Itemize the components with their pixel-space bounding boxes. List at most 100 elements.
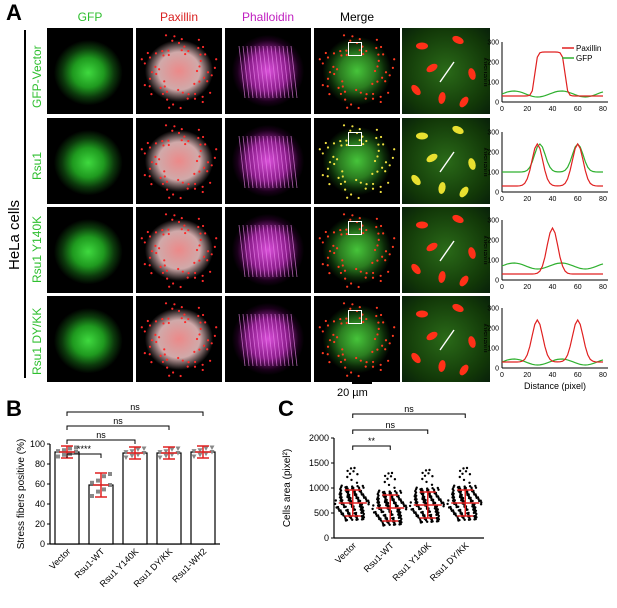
c-point [398,498,401,501]
c-point [413,498,417,501]
b-point [96,489,100,494]
c-point [435,495,438,498]
c-point [350,478,353,482]
c-point [415,513,418,516]
c-point [339,499,342,502]
c-point [417,516,420,519]
c-point [380,509,383,512]
b-point [141,451,147,456]
c-point [472,511,476,515]
c-point [470,486,473,489]
c-point [394,503,397,506]
c-point [460,497,463,500]
c-point [362,486,365,489]
c-point [451,499,455,502]
c-point [394,505,398,508]
b-point [209,445,215,450]
c-point [427,472,430,475]
profile-ytick: 200 [487,60,499,67]
panel-b-letter: B [6,396,22,421]
c-point [435,517,438,520]
col-head-merge: Merge [339,10,374,24]
c-point [379,519,383,522]
c-point [356,485,359,488]
b-point [129,453,135,459]
b-sig-bracket [66,439,136,444]
c-point [410,508,413,511]
b-ytick-label: 0 [40,539,45,549]
c-point [375,514,378,517]
c-category-label: Rsu1 DY/KK [428,540,471,583]
micrograph-0-2 [47,207,133,293]
b-sig-label: **** [77,444,92,454]
b-point [175,451,181,456]
c-point [421,512,425,515]
c-point [344,486,347,489]
paxillin-profile-line [502,318,603,363]
micrograph-0-0 [47,28,133,114]
micrograph-3-3 [314,296,400,382]
c-point [473,518,476,521]
micrograph-1-3 [136,296,222,382]
c-point [422,501,425,504]
profile-xtick: 80 [599,284,607,291]
c-point [364,498,368,501]
b-point [157,450,163,455]
c-ytick-label: 2000 [309,433,329,443]
b-bar [122,452,148,545]
gfp-profile-line [501,90,604,98]
c-point [458,469,462,473]
c-point [353,493,357,497]
c-point [435,513,438,517]
c-point [462,467,465,470]
c-point [380,510,383,514]
c-point [367,503,370,506]
gfp-profile-line [501,262,604,270]
profile-ytick: 0 [495,100,499,107]
b-point [56,454,60,459]
c-point [414,501,417,504]
c-point [396,508,399,511]
c-point [360,491,363,494]
c-point [432,488,436,491]
c-point [447,499,450,502]
c-point [467,518,471,521]
c-point [454,514,458,517]
c-point [383,500,387,504]
profile-ytick: 100 [487,346,499,353]
c-point [384,499,387,502]
c-point [421,477,424,481]
c-point [348,472,352,475]
c-point [384,515,387,518]
c-point [466,512,469,515]
c-point [361,484,364,488]
b-ytick-label: 20 [35,519,45,529]
c-point [396,510,399,513]
c-point [430,520,433,523]
b-point [74,445,78,450]
c-point [386,477,389,480]
b-point [129,449,135,454]
b-point [197,448,203,453]
c-point [338,493,341,496]
b-point [197,452,203,458]
c-point [395,491,398,494]
c-point [480,501,483,504]
c-point [472,508,475,511]
c-point [408,504,412,508]
b-sig-bracket [66,411,204,416]
micrograph-3-2 [314,207,400,293]
profile-ylabel: Intensity [484,147,489,177]
b-point [163,453,169,459]
c-point [451,496,454,499]
zoom-box [348,310,362,324]
profile-xtick: 80 [599,372,607,379]
c-point [377,516,380,519]
c-point [360,511,363,515]
c-point [464,470,468,473]
b-point [157,455,163,460]
c-point [431,475,434,478]
c-point [412,509,415,513]
panel-c-letter: C [278,396,294,421]
b-bar [54,451,80,545]
